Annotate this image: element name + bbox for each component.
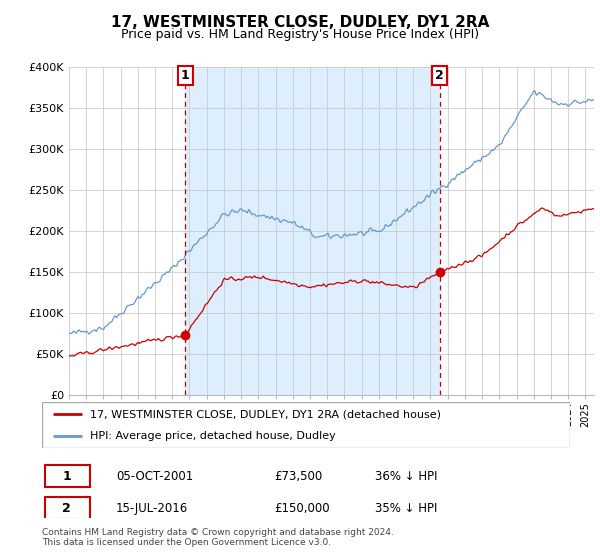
Text: 1: 1 bbox=[181, 69, 190, 82]
Text: 15-JUL-2016: 15-JUL-2016 bbox=[116, 502, 188, 515]
FancyBboxPatch shape bbox=[44, 497, 89, 519]
Text: £150,000: £150,000 bbox=[274, 502, 330, 515]
Text: £73,500: £73,500 bbox=[274, 470, 323, 483]
FancyBboxPatch shape bbox=[44, 465, 89, 487]
Text: 1: 1 bbox=[62, 470, 71, 483]
Text: 2: 2 bbox=[62, 502, 71, 515]
Text: 35% ↓ HPI: 35% ↓ HPI bbox=[374, 502, 437, 515]
Text: Contains HM Land Registry data © Crown copyright and database right 2024.
This d: Contains HM Land Registry data © Crown c… bbox=[42, 528, 394, 547]
Text: 36% ↓ HPI: 36% ↓ HPI bbox=[374, 470, 437, 483]
Text: 05-OCT-2001: 05-OCT-2001 bbox=[116, 470, 193, 483]
Text: 2: 2 bbox=[436, 69, 444, 82]
Text: 17, WESTMINSTER CLOSE, DUDLEY, DY1 2RA: 17, WESTMINSTER CLOSE, DUDLEY, DY1 2RA bbox=[111, 15, 489, 30]
Text: HPI: Average price, detached house, Dudley: HPI: Average price, detached house, Dudl… bbox=[89, 431, 335, 441]
Text: Price paid vs. HM Land Registry's House Price Index (HPI): Price paid vs. HM Land Registry's House … bbox=[121, 28, 479, 41]
Bar bbox=[185, 67, 440, 395]
FancyBboxPatch shape bbox=[42, 402, 570, 448]
Text: 17, WESTMINSTER CLOSE, DUDLEY, DY1 2RA (detached house): 17, WESTMINSTER CLOSE, DUDLEY, DY1 2RA (… bbox=[89, 409, 440, 419]
